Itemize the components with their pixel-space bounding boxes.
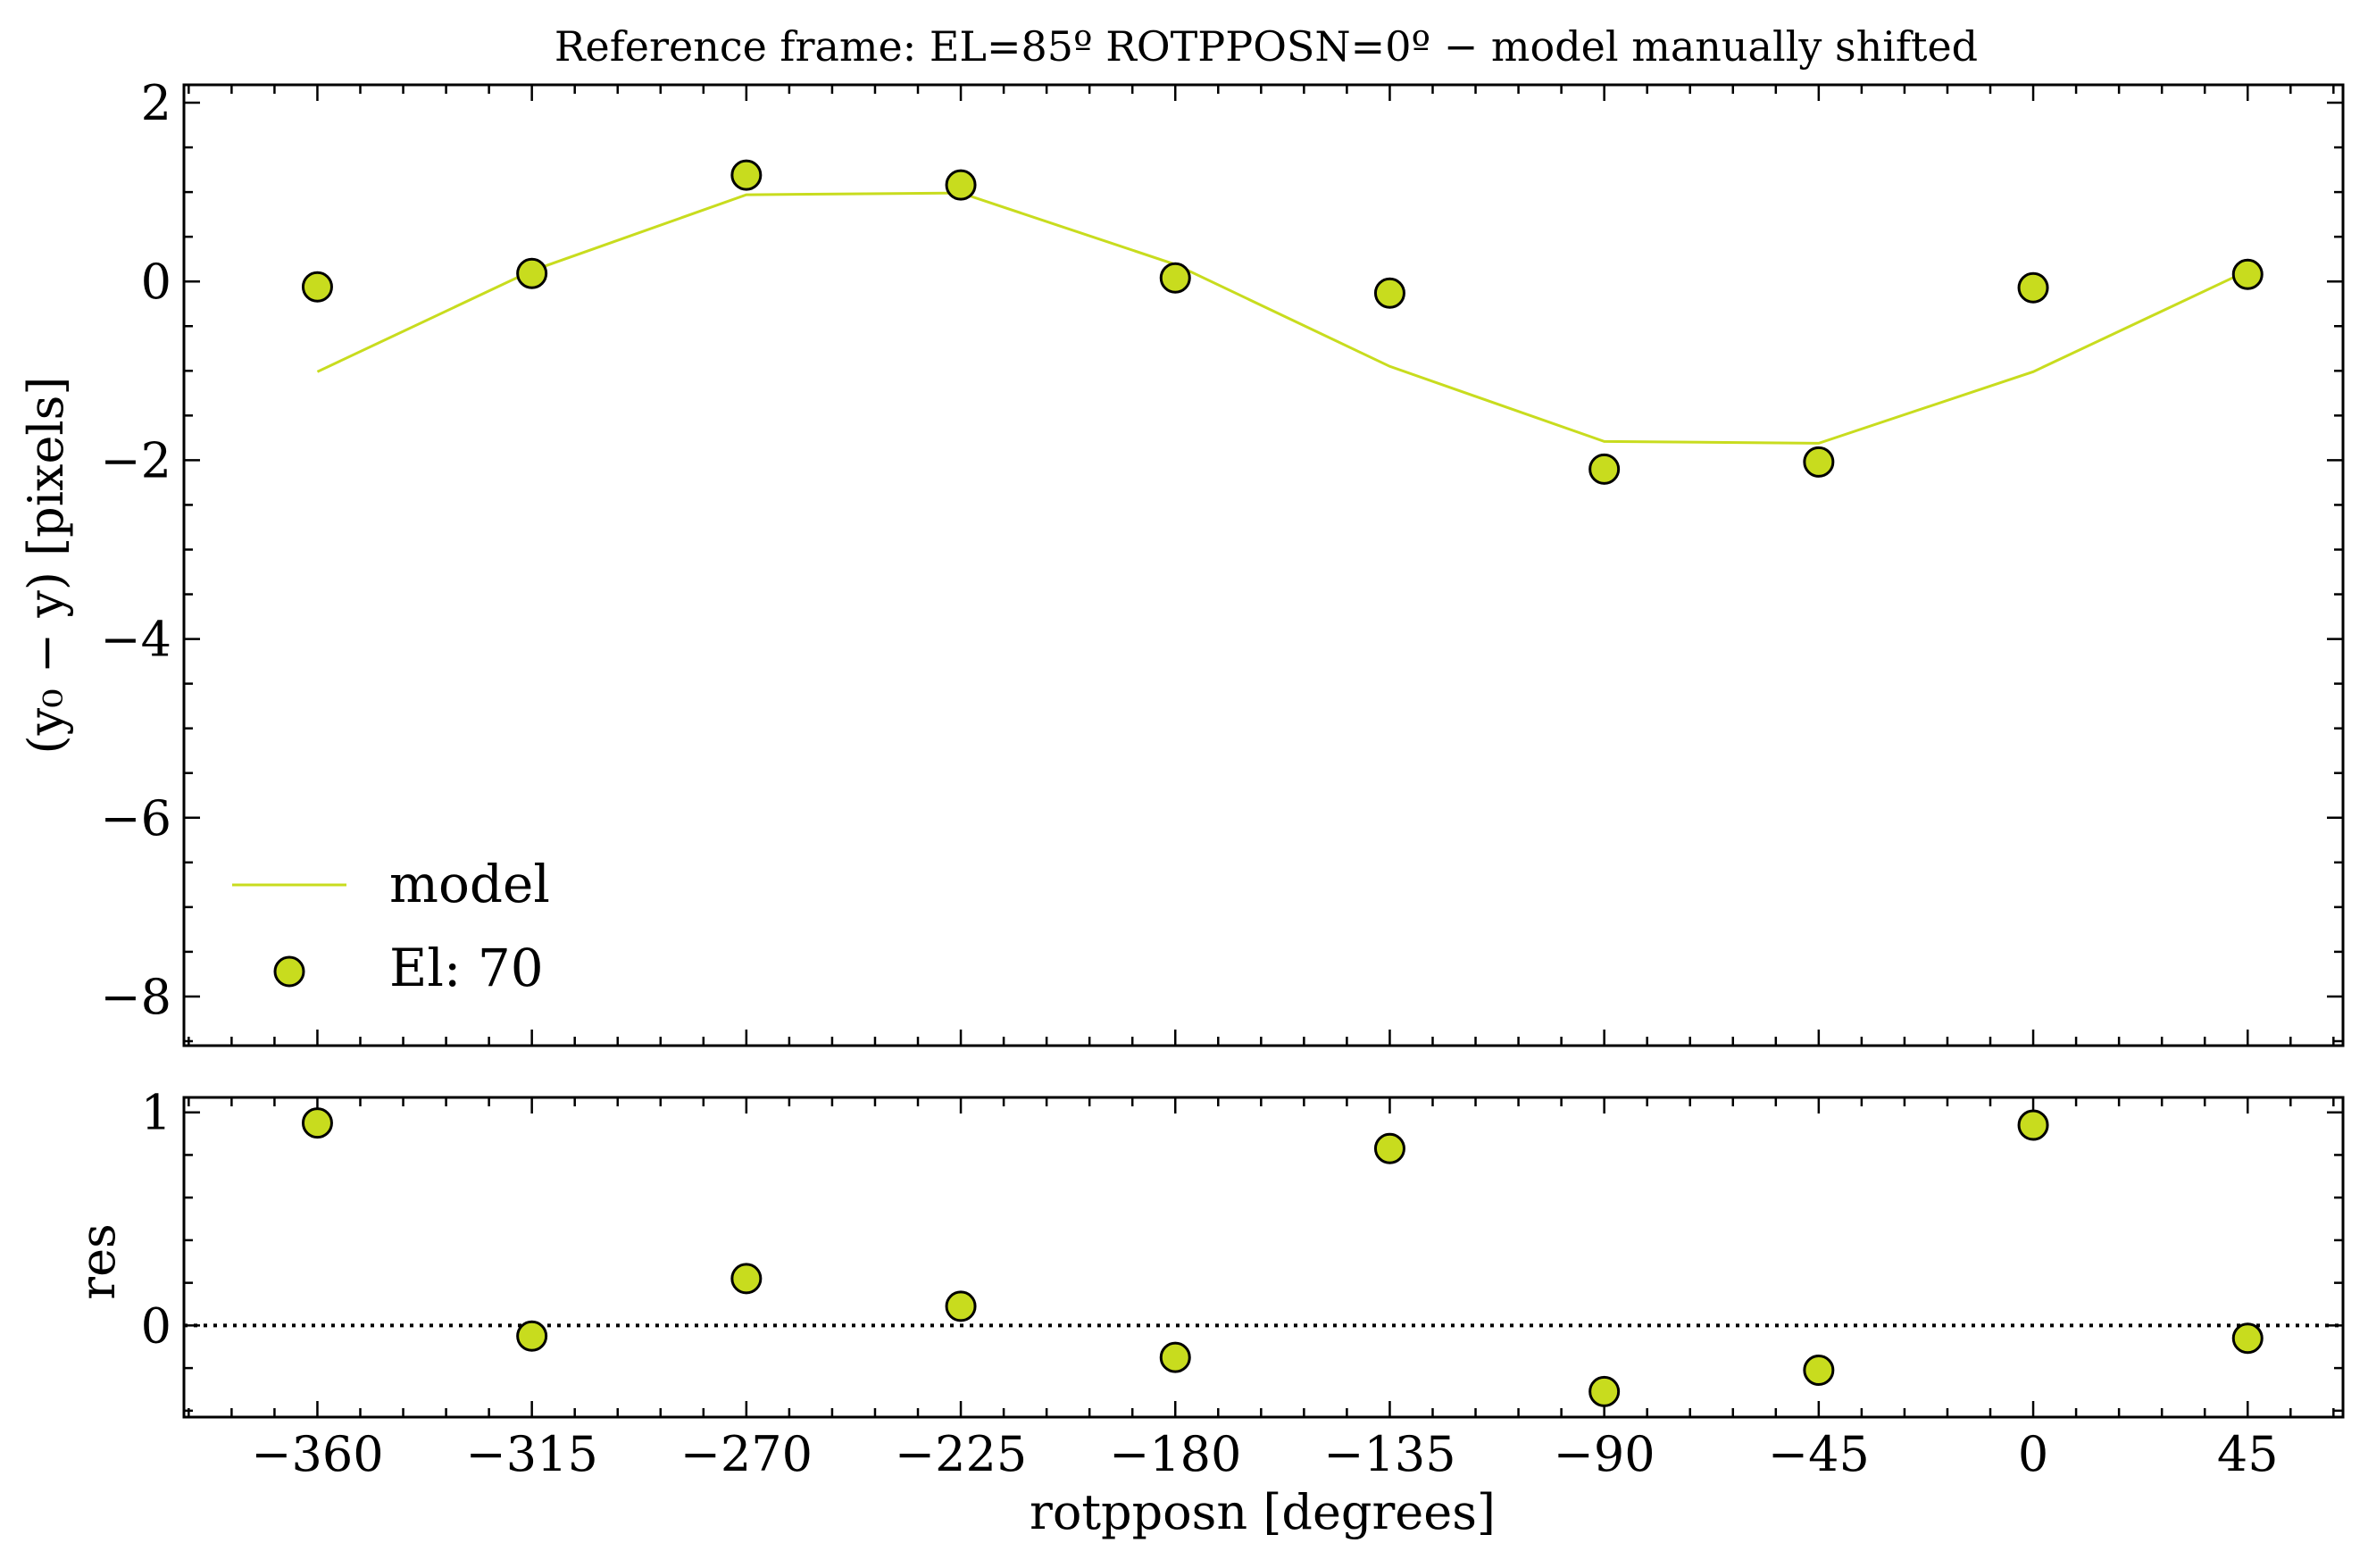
residual-point xyxy=(1588,1375,1621,1407)
x-tick-label: −45 xyxy=(1768,1426,1870,1482)
residual-point xyxy=(2017,1109,2049,1141)
data-point xyxy=(1373,277,1405,309)
main-y-tick-labels: 2 0 −2 −4 −6 −8 xyxy=(100,75,171,1025)
x-tick-label: 45 xyxy=(2217,1426,2279,1482)
y-tick-label: 2 xyxy=(141,75,171,131)
residual-point xyxy=(945,1290,977,1322)
x-tick-label: −225 xyxy=(895,1426,1027,1482)
x-tick-label: −135 xyxy=(1323,1426,1455,1482)
main-points-layer xyxy=(301,159,2264,485)
residual-point xyxy=(1159,1341,1191,1373)
data-point xyxy=(2017,271,2049,304)
chart-title: Reference frame: EL=85º ROTPPOSN=0º − mo… xyxy=(554,22,1978,71)
legend-el70-label: El: 70 xyxy=(389,938,544,998)
y-tick-label: −6 xyxy=(100,790,171,847)
data-point xyxy=(730,159,763,191)
main-ticks xyxy=(184,85,2343,1046)
x-tick-labels: −360 −315 −270 −225 −180 −135 −90 −45 0 45 xyxy=(251,1426,2278,1482)
x-tick-label: −90 xyxy=(1554,1426,1655,1482)
main-panel: 2 0 −2 −4 −6 −8 (y₀ − y) [pixels] model El: 7… xyxy=(18,75,2345,1047)
y-tick-label: 0 xyxy=(141,1297,171,1354)
residual-points-layer xyxy=(301,1107,2264,1407)
residual-plot-frame xyxy=(182,1096,2345,1419)
residual-point xyxy=(2231,1322,2264,1355)
model-line xyxy=(316,191,2248,445)
x-tick-label: 0 xyxy=(2018,1426,2048,1482)
residual-point xyxy=(1373,1132,1405,1164)
y-tick-label: −2 xyxy=(100,432,171,488)
y-tick-label: −8 xyxy=(100,969,171,1025)
legend-model-label: model xyxy=(389,854,550,914)
y-tick-label: 0 xyxy=(141,254,171,310)
residual-y-tick-labels: 10 xyxy=(141,1085,171,1355)
x-tick-label: −270 xyxy=(680,1426,813,1482)
x-tick-label: −315 xyxy=(465,1426,597,1482)
data-point xyxy=(1803,446,1835,478)
legend-el70-marker xyxy=(273,955,305,988)
data-point xyxy=(301,271,333,303)
y-tick-label: −4 xyxy=(100,612,171,668)
main-y-axis-label: (y₀ − y) [pixels] xyxy=(18,377,74,755)
data-point xyxy=(1159,262,1191,294)
x-axis-label: rotpposn [degrees] xyxy=(1030,1484,1496,1540)
x-tick-label: −360 xyxy=(251,1426,383,1482)
residual-point xyxy=(1803,1354,1835,1386)
y-tick-label: 1 xyxy=(141,1085,171,1141)
residual-ticks xyxy=(184,1097,2343,1417)
residual-panel: 10 −360 −315 −270 −225 −180 −135 −90 −45 0 45 res… xyxy=(70,1085,2345,1540)
data-point xyxy=(516,257,548,289)
legend: model El: 70 xyxy=(232,854,550,998)
residual-y-axis-label: res xyxy=(70,1223,126,1299)
x-tick-label: −180 xyxy=(1109,1426,1241,1482)
model-line-layer xyxy=(316,191,2248,445)
residual-point xyxy=(301,1107,333,1139)
data-point xyxy=(1588,453,1621,485)
data-point xyxy=(945,169,977,201)
main-plot-frame xyxy=(182,83,2345,1047)
residual-point xyxy=(516,1320,548,1352)
data-point xyxy=(2231,258,2264,290)
residual-point xyxy=(730,1263,763,1295)
